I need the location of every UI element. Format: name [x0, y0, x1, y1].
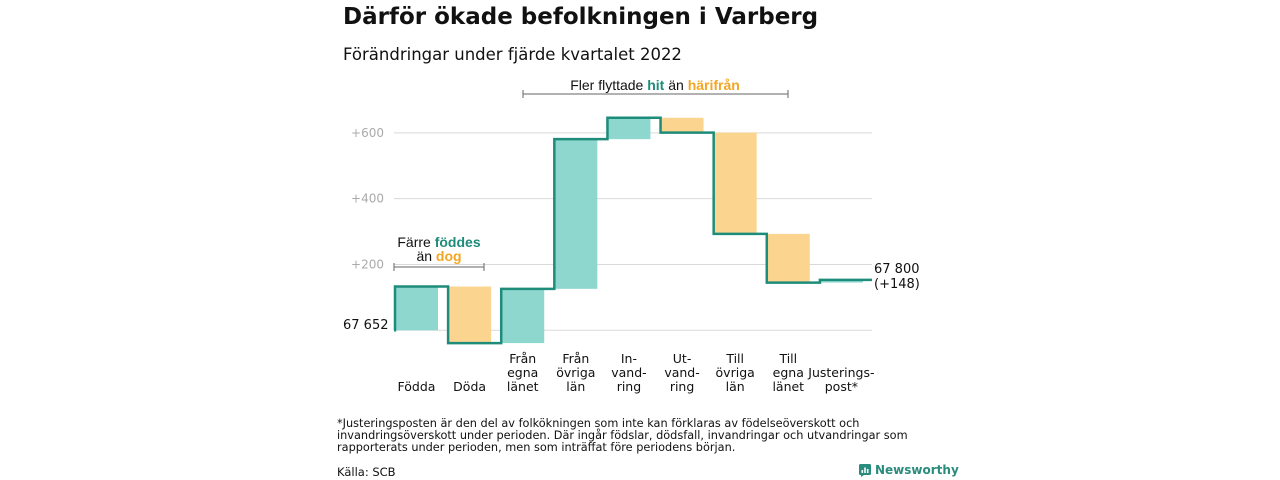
migration-annotation: Fler flyttade hit än härifrån [522, 77, 789, 98]
migration-mid: än [664, 77, 687, 93]
source-label: Källa: SCB [337, 465, 396, 479]
category-label: Födda [398, 379, 436, 394]
category-label-line: Till [778, 351, 797, 366]
category-label-line: vand- [664, 365, 699, 380]
category-label-line: Till [725, 351, 744, 366]
y-tick-label: +600 [351, 126, 384, 140]
category-label: Döda [453, 379, 486, 394]
migration-harifran: härifrån [688, 77, 740, 93]
category-label: Från övriga län [556, 351, 595, 394]
category-label-line: länet [772, 379, 804, 394]
category-label-line: övriga [716, 365, 755, 380]
category-label-line: Döda [453, 379, 486, 394]
waterfall-bar [395, 286, 438, 331]
category-label-line: Från [509, 351, 536, 366]
category-label-line: ring [670, 379, 694, 394]
waterfall-bar [448, 286, 492, 344]
y-tick-label: +200 [351, 257, 384, 271]
category-label: Ut-vand-ring [664, 351, 699, 394]
category-label-line: Justerings- [807, 365, 874, 380]
waterfall-bar [501, 288, 545, 344]
newsworthy-logo: Newsworthy [859, 463, 959, 477]
births-annotation-line1: Färre föddes [397, 234, 480, 250]
waterfall-bar [819, 279, 863, 283]
births-annotation-line2: än dog [416, 248, 461, 264]
category-label-line: vand- [611, 365, 646, 380]
category-label-line: egna [773, 365, 804, 380]
waterfall-bar [554, 139, 598, 289]
waterfall-bar [766, 233, 810, 283]
category-label-line: In- [621, 351, 637, 366]
migration-annotation-text: Fler flyttade hit än härifrån [570, 77, 740, 93]
category-label-line: Från [562, 351, 589, 366]
births-dog: dog [436, 248, 462, 264]
chart-title: Därför ökade befolkningen i Varberg [343, 4, 819, 30]
newsworthy-wordmark: Newsworthy [875, 463, 959, 477]
waterfall-bar [713, 132, 757, 234]
end-change-label: (+148) [874, 277, 920, 292]
births-an: än [416, 248, 435, 264]
category-label-line: ring [617, 379, 641, 394]
footnote: *Justeringsposten är den del av folkökni… [337, 417, 908, 454]
category-label-line: egna [507, 365, 538, 380]
chart-subtitle: Förändringar under fjärde kvartalet 2022 [343, 45, 682, 64]
category-label-line: län [566, 379, 585, 394]
grid-lines: +200 +400 +600 [351, 126, 872, 331]
end-value-label: 67 800 [874, 262, 920, 277]
category-label-line: län [726, 379, 745, 394]
waterfall-bar [607, 117, 651, 140]
category-label-line: Födda [398, 379, 436, 394]
category-label-line: övriga [556, 365, 595, 380]
category-label: Till övriga län [716, 351, 755, 394]
category-label: Från egna länet [507, 351, 539, 394]
migration-prefix: Fler flyttade [570, 77, 647, 93]
migration-hit: hit [647, 77, 664, 93]
category-label: Justerings-post* [807, 365, 874, 394]
newsworthy-icon [859, 463, 871, 477]
waterfall-bar [660, 117, 704, 133]
category-label: In-vand-ring [611, 351, 646, 394]
category-label-line: Ut- [673, 351, 692, 366]
births-prefix: Färre [397, 234, 434, 250]
start-value-label: 67 652 [343, 318, 389, 333]
births-foddes: föddes [435, 234, 481, 250]
births-annotation: Färre föddes än dog [393, 234, 485, 271]
category-label-line: post* [825, 379, 858, 394]
category-label-line: länet [507, 379, 539, 394]
running-total-polyline [393, 116, 872, 345]
running-total-line [393, 116, 872, 345]
bars [395, 117, 863, 344]
category-label: Till egna länet [772, 351, 804, 394]
y-tick-label: +400 [351, 192, 384, 206]
